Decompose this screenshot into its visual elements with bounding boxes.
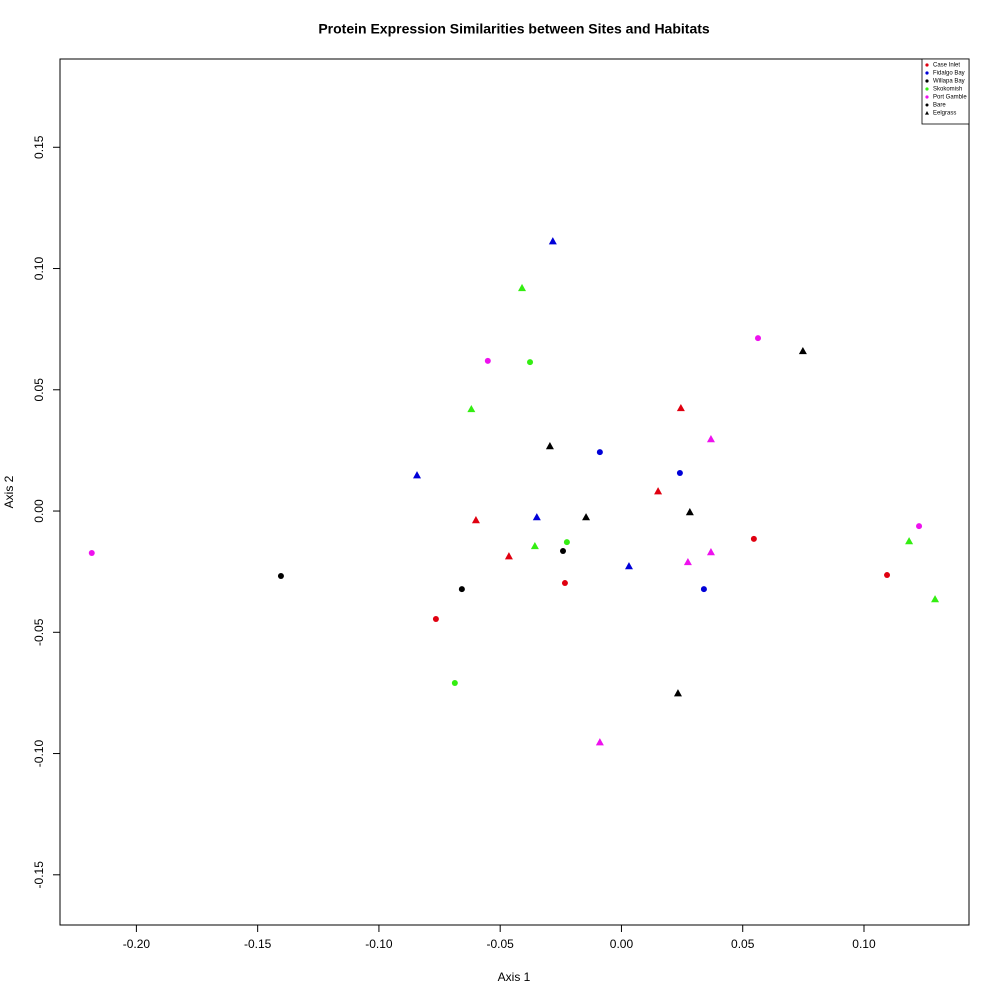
- point: [706, 548, 715, 556]
- x-tick-label: -0.15: [244, 937, 272, 951]
- point: [504, 552, 513, 560]
- y-tick-label: 0.05: [32, 378, 46, 402]
- point: [700, 586, 707, 593]
- point: [471, 516, 480, 524]
- legend-label: Port Gamble: [933, 95, 967, 101]
- point: [798, 346, 807, 355]
- legend-label: Eelgrass: [933, 111, 956, 117]
- point: [754, 335, 761, 342]
- y-tick-label: -0.10: [32, 740, 46, 768]
- point: [527, 359, 534, 366]
- point: [931, 595, 940, 603]
- point: [545, 442, 554, 450]
- x-tick-label: -0.05: [487, 937, 515, 951]
- y-tick-label: 0.00: [32, 499, 46, 523]
- point: [596, 449, 603, 456]
- point: [451, 679, 458, 686]
- legend-marker: [925, 63, 929, 67]
- y-tick-label: -0.05: [32, 618, 46, 646]
- point: [685, 508, 694, 516]
- legend-marker: [925, 111, 929, 115]
- y-axis-label: Axis 2: [2, 475, 16, 508]
- point: [905, 537, 914, 545]
- point: [518, 283, 527, 292]
- x-axis-label: Axis 1: [498, 970, 531, 984]
- point: [413, 471, 422, 479]
- point: [530, 541, 539, 550]
- x-tick-label: 0.10: [852, 937, 876, 951]
- point: [467, 404, 476, 413]
- plot-frame: [59, 58, 970, 926]
- legend-marker: [925, 103, 929, 107]
- legend-marker: [925, 95, 929, 99]
- legend-label: Willapa Bay: [933, 79, 965, 85]
- x-tick-label: -0.20: [123, 937, 151, 951]
- legend-label: Bare: [933, 103, 946, 109]
- point: [676, 469, 683, 476]
- point: [624, 562, 633, 570]
- legend-label: Skokomish: [933, 87, 962, 93]
- y-tick-label: -0.15: [32, 861, 46, 889]
- legend-label: Case Inlet: [933, 63, 960, 69]
- point: [706, 435, 715, 443]
- point: [532, 513, 541, 521]
- point: [582, 513, 591, 521]
- point: [548, 237, 557, 245]
- point: [884, 572, 891, 579]
- point: [432, 615, 439, 622]
- point: [458, 586, 465, 593]
- point: [673, 689, 682, 697]
- chart-title: Protein Expression Similarities between …: [318, 21, 710, 37]
- point: [484, 357, 491, 364]
- point: [676, 403, 685, 412]
- point: [916, 523, 923, 530]
- point: [595, 738, 604, 746]
- x-tick-label: 0.00: [610, 937, 634, 951]
- legend-box: [921, 58, 970, 125]
- point: [277, 573, 284, 580]
- legend-marker: [925, 87, 929, 91]
- y-tick-label: 0.15: [32, 135, 46, 159]
- point: [654, 487, 663, 495]
- point: [561, 580, 568, 587]
- legend-marker: [925, 71, 929, 75]
- point: [560, 548, 567, 555]
- legend-label: Fidalgo Bay: [933, 71, 965, 77]
- y-tick-label: 0.10: [32, 257, 46, 281]
- x-tick-label: 0.05: [731, 937, 755, 951]
- point: [683, 557, 692, 566]
- point: [563, 539, 570, 546]
- point: [88, 549, 95, 556]
- legend-marker: [925, 79, 929, 83]
- point: [750, 535, 757, 542]
- x-tick-label: -0.10: [365, 937, 393, 951]
